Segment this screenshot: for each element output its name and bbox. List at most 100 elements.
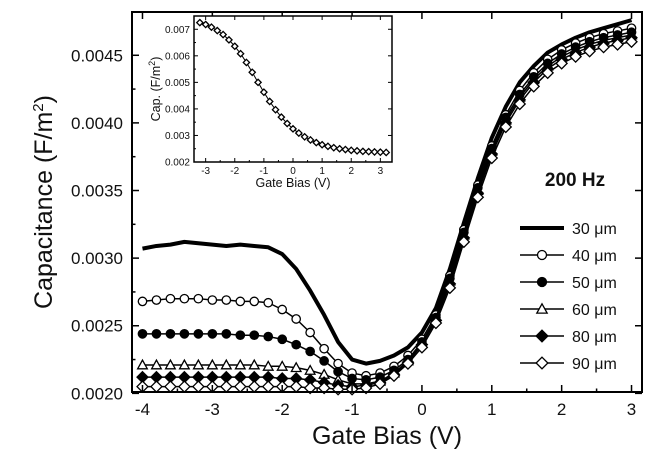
main-x-tick-label-1: 1: [487, 400, 496, 419]
inset-point-0: [358, 147, 367, 156]
main-y-tick-label-0-0040: 0.0040: [71, 114, 123, 133]
inset-x-tick-label-2: 2: [348, 166, 354, 177]
main-point-90-m: [457, 235, 471, 249]
inset-y-axis-title-sup: 2: [147, 61, 157, 66]
main-x-tick-label-0: 0: [417, 400, 426, 419]
inset-point-0: [224, 35, 233, 44]
main-point-40-m: [319, 343, 329, 354]
main-point-90-m: [401, 357, 415, 370]
main-point-40-m: [207, 295, 218, 305]
main-point-50-m: [193, 329, 204, 339]
main-point-90-m: [219, 380, 233, 393]
legend-swatch-marker-80-m: [535, 329, 549, 343]
inset-x-tick-label-3: 3: [378, 166, 384, 177]
main-point-90-m: [289, 380, 303, 393]
inset-x-axis-title: Gate Bias (V): [255, 176, 330, 190]
legend-label-30-m: 30 μm: [572, 221, 617, 238]
inset-y-tick-label-0-003: 0.003: [165, 131, 190, 142]
main-point-90-m: [597, 40, 610, 54]
legend-item-60-m: 60 μm: [520, 302, 617, 319]
inset-y-axis-title: Cap. (F/m2): [147, 57, 163, 122]
main-point-40-m: [333, 358, 343, 369]
inset-point-0: [283, 119, 292, 128]
inset-x-tick-label-0: 0: [290, 166, 296, 177]
main-point-90-m: [485, 151, 499, 165]
main-point-90-m: [359, 381, 373, 395]
legend-swatch-marker-40-m: [536, 249, 548, 261]
inset-point-0: [288, 124, 298, 133]
inset-y-tick-label-0-007: 0.007: [165, 25, 190, 36]
inset-point-0: [213, 26, 222, 35]
main-point-90-m: [471, 190, 485, 204]
main-point-90-m: [415, 340, 429, 354]
main-point-90-m: [261, 380, 275, 393]
inset-y-tick-label-0-002: 0.002: [165, 158, 190, 169]
main-point-40-m: [165, 293, 176, 304]
main-point-90-m: [317, 381, 331, 395]
main-plot: -4 -3 -2 -1 0 1 2 30.00200.00250.00300.00350.00…: [30, 11, 643, 450]
legend-item-90-m: 90 μm: [520, 356, 617, 373]
main-point-50-m: [151, 329, 162, 339]
main-point-60-m: [192, 358, 205, 370]
inset-point-0: [230, 42, 239, 51]
main-x-tick-label-4: -4: [135, 400, 150, 419]
inset-x-tick-label-1: 1: [319, 166, 325, 177]
inset-point-0: [323, 142, 332, 151]
inset-point-0: [306, 135, 315, 145]
inset-point-0: [271, 105, 280, 114]
inset-point-0: [329, 143, 338, 152]
main-point-40-m: [151, 295, 162, 305]
inset-point-0: [335, 144, 344, 153]
main-point-90-m: [611, 38, 624, 51]
main-point-90-m: [191, 380, 205, 393]
main-point-90-m: [625, 35, 638, 49]
main-x-tick-label-2: -2: [275, 400, 290, 419]
inset-x-tick-label-1: -1: [259, 166, 268, 177]
frequency-annotation: 200 Hz: [545, 170, 605, 191]
main-point-60-m: [164, 358, 177, 370]
main-point-60-m: [136, 358, 149, 370]
main-point-50-m: [179, 329, 190, 339]
legend-swatch-marker-50-m: [536, 276, 548, 288]
inset-point-0: [353, 146, 362, 155]
main-point-40-m: [305, 327, 316, 338]
main-point-50-m: [319, 356, 329, 366]
main-ticks-group: -4 -3 -2 -1 0 1 2 30.00200.00250.00300.00350.00…: [71, 12, 642, 419]
main-y-axis-title-text: Capacitance (F/m: [30, 112, 58, 309]
inset-point-0: [242, 58, 251, 67]
main-series-90-m: [136, 35, 638, 396]
inset-point-0: [248, 68, 257, 77]
inset-y-tick-label-0-005: 0.005: [165, 78, 190, 89]
main-y-tick-label-0-0030: 0.0030: [71, 249, 123, 268]
main-point-60-m: [248, 358, 261, 370]
main-point-90-m: [555, 57, 569, 70]
main-point-60-m: [178, 358, 191, 370]
main-point-40-m: [221, 295, 232, 305]
inset-point-0: [219, 30, 228, 39]
inset-y-axis-title-close: ): [149, 57, 163, 61]
main-point-90-m: [499, 120, 513, 134]
inset-point-0: [201, 20, 210, 29]
main-point-50-m: [291, 339, 302, 350]
legend-swatch-marker-60-m: [535, 302, 549, 314]
inset-point-0: [312, 138, 321, 147]
main-series-line-30-m: [142, 18, 633, 366]
inset-x-tick-label-2: -2: [230, 166, 239, 177]
main-point-60-m: [262, 360, 275, 371]
inset-point-0: [364, 147, 373, 156]
main-y-axis-title: Capacitance (F/m2): [30, 95, 58, 309]
inset-series-group: [195, 18, 391, 157]
inset-x-tick-label-3: -3: [201, 166, 210, 177]
main-point-90-m: [583, 44, 596, 58]
main-point-90-m: [513, 97, 527, 111]
inset-ticks-group: -3 -2 -1 0 1 2 3 0.002 0.003 0.004 0.005 0.006 0.007: [165, 16, 392, 177]
main-point-90-m: [527, 79, 541, 93]
inset-point-0: [376, 148, 385, 157]
inset-point-0: [265, 97, 274, 106]
main-point-90-m: [164, 380, 177, 393]
main-point-50-m: [221, 329, 232, 339]
legend-item-80-m: 80 μm: [520, 329, 617, 346]
main-y-tick-label-0-0025: 0.0025: [71, 317, 123, 336]
main-point-60-m: [276, 360, 289, 371]
main-point-60-m: [234, 358, 247, 370]
